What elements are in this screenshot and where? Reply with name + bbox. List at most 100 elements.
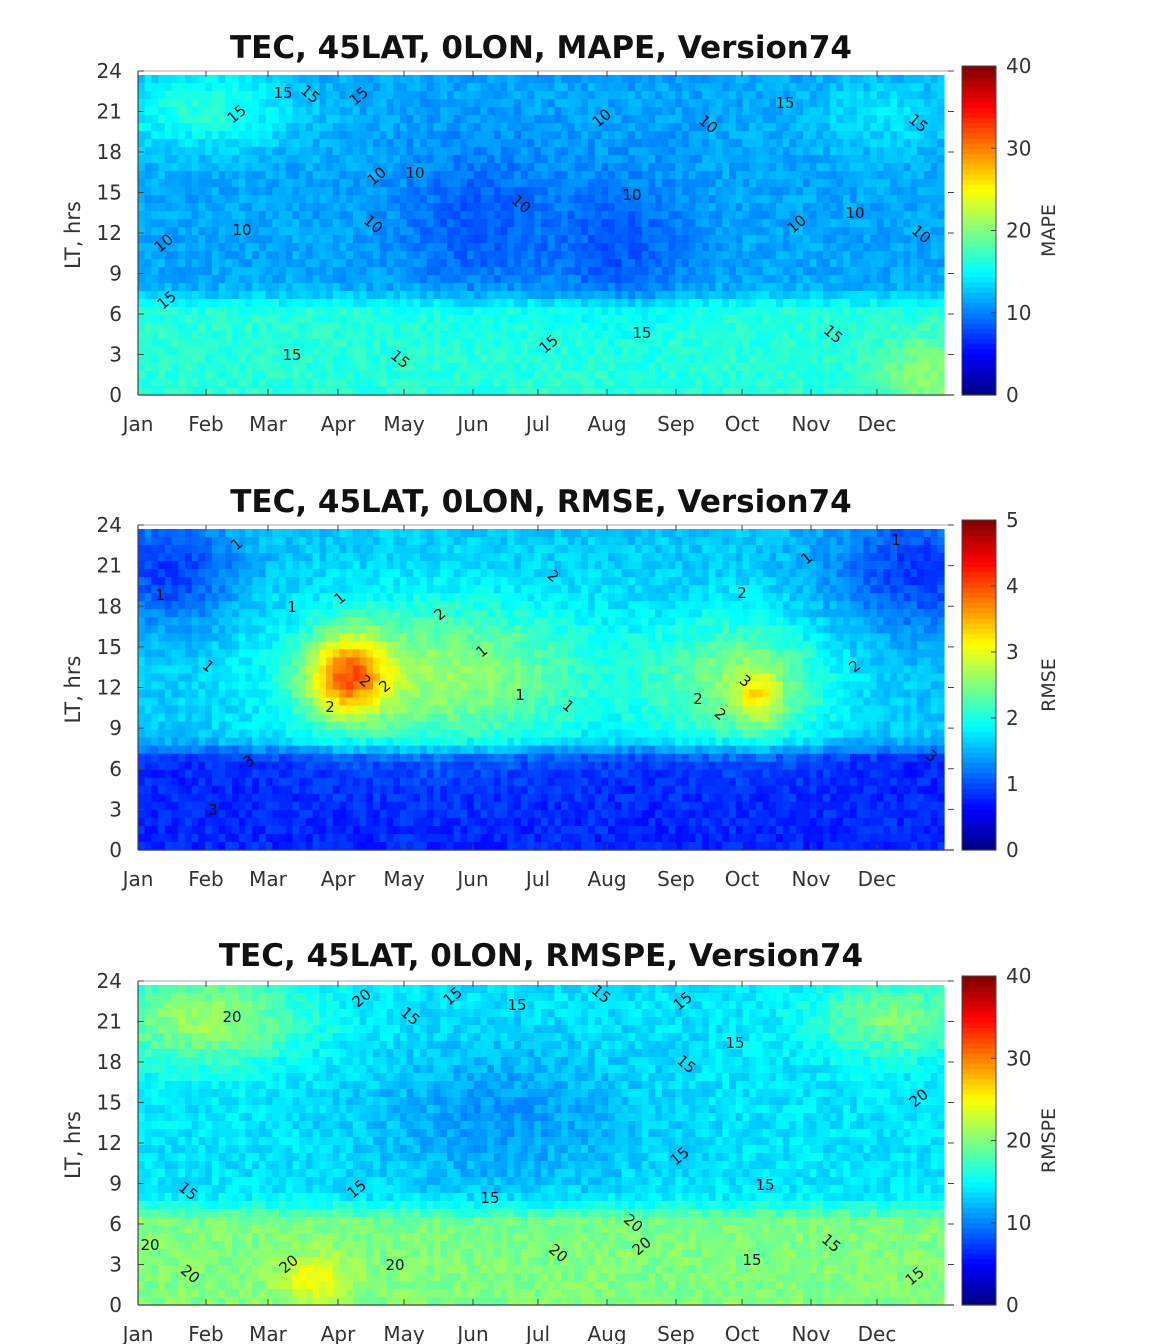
heat-cell — [151, 323, 159, 332]
heat-cell — [829, 155, 838, 164]
heat-cell — [749, 331, 757, 340]
heat-cell — [930, 131, 938, 140]
heat-cell — [332, 123, 341, 132]
heat-cell — [480, 171, 488, 180]
heat-cell — [554, 323, 562, 332]
heat-cell — [406, 299, 414, 308]
heat-cell — [507, 283, 515, 292]
heat-cell — [601, 339, 609, 348]
heat-cell — [480, 99, 488, 108]
heat-cell — [225, 179, 233, 188]
heat-cell — [171, 283, 179, 292]
heat-cell — [843, 123, 851, 132]
heat-cell — [776, 99, 784, 108]
heat-cell — [547, 195, 556, 204]
heat-cell — [608, 171, 616, 180]
heat-cell — [366, 203, 374, 212]
heat-cell — [205, 155, 213, 164]
heat-cell — [614, 331, 623, 340]
heat-cell — [688, 147, 697, 156]
heat-cell — [151, 371, 159, 380]
heat-cell — [749, 227, 757, 236]
heat-cell — [648, 75, 656, 84]
heat-cell — [440, 339, 448, 348]
heat-cell — [413, 387, 421, 396]
heat-cell — [614, 179, 623, 188]
heat-cell — [279, 219, 287, 228]
heat-cell — [890, 171, 898, 180]
heat-cell — [581, 179, 589, 188]
heat-cell — [695, 243, 703, 252]
heat-cell — [749, 179, 757, 188]
heat-cell — [628, 347, 636, 356]
heat-cell — [332, 75, 341, 84]
heat-cell — [299, 163, 307, 172]
heat-cell — [762, 99, 770, 108]
heat-cell — [829, 323, 838, 332]
heat-cell — [635, 355, 643, 364]
heat-cell — [151, 179, 159, 188]
heat-cell — [641, 299, 650, 308]
heat-cell — [252, 323, 260, 332]
heat-cell — [346, 155, 354, 164]
heat-cell — [138, 355, 146, 364]
heat-cell — [191, 99, 200, 108]
heat-cell — [493, 251, 502, 260]
heat-cell — [849, 171, 858, 180]
heat-cell — [420, 259, 428, 268]
heat-cell — [460, 75, 468, 84]
heat-cell — [809, 211, 817, 220]
heat-cell — [729, 267, 737, 276]
heat-cell — [688, 179, 697, 188]
heat-cell — [151, 171, 159, 180]
heat-cell — [467, 139, 475, 148]
heat-cell — [668, 299, 676, 308]
heat-cell — [420, 307, 428, 316]
heat-cell — [789, 139, 797, 148]
heat-cell — [238, 307, 247, 316]
heat-cell — [440, 323, 448, 332]
heat-cell — [305, 195, 314, 204]
heat-cell — [426, 371, 435, 380]
heat-cell — [749, 251, 757, 260]
heat-cell — [883, 155, 891, 164]
heat-cell — [299, 387, 307, 396]
heat-cell — [762, 339, 770, 348]
heat-cell — [641, 379, 650, 388]
heat-cell — [890, 299, 898, 308]
heat-cell — [232, 315, 240, 324]
heat-cell — [655, 131, 663, 140]
heat-cell — [876, 123, 885, 132]
heat-cell — [326, 155, 334, 164]
heat-cell — [292, 235, 300, 244]
heat-cell — [198, 379, 206, 388]
heat-cell — [890, 387, 898, 396]
heat-cell — [675, 187, 683, 196]
heat-cell — [487, 387, 495, 396]
heat-cell — [211, 155, 220, 164]
heat-cell — [252, 115, 260, 124]
heat-cell — [883, 251, 891, 260]
heat-cell — [641, 131, 650, 140]
heat-cell — [917, 99, 925, 108]
heat-cell — [178, 323, 186, 332]
heat-cell — [883, 147, 891, 156]
heat-cell — [614, 283, 623, 292]
heat-cell — [749, 307, 757, 316]
heat-cell — [762, 195, 770, 204]
heat-cell — [554, 123, 562, 132]
heat-cell — [346, 75, 354, 84]
heat-cell — [299, 339, 307, 348]
heat-cell — [225, 83, 233, 92]
heat-cell — [621, 363, 629, 372]
heat-cell — [849, 387, 858, 396]
heat-cell — [789, 131, 797, 140]
heat-cell — [802, 155, 811, 164]
heat-cell — [245, 179, 253, 188]
heat-cell — [903, 195, 912, 204]
heat-cell — [903, 331, 912, 340]
heat-cell — [265, 179, 273, 188]
colorbar-step — [962, 374, 996, 381]
heat-cell — [863, 251, 871, 260]
heat-cell — [574, 75, 582, 84]
